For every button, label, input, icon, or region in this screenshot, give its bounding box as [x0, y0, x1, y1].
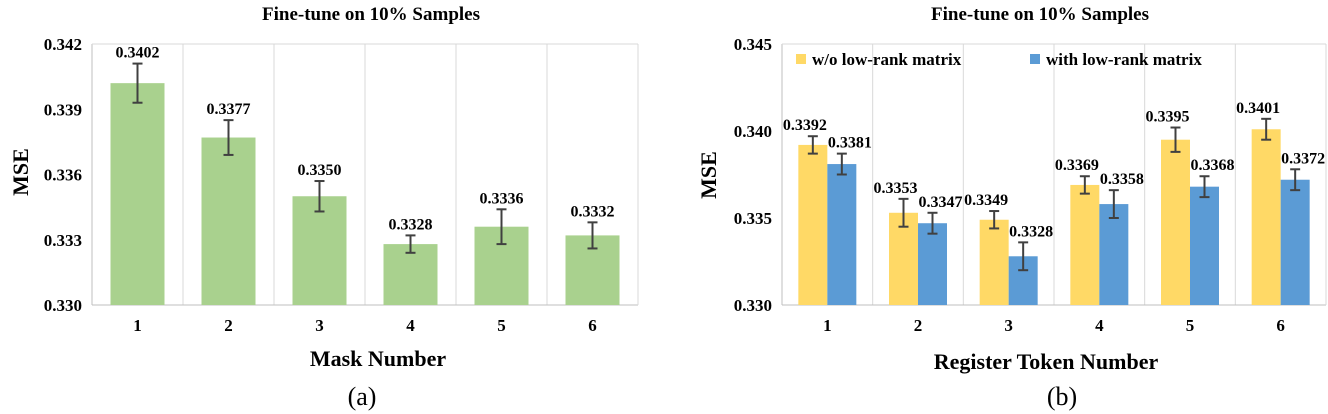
chart-b-bar — [1280, 179, 1310, 305]
chart-a-y-tick-label: 0.330 — [44, 296, 82, 315]
chart-a: Fine-tune on 10% Samples Mask Number MSE… — [8, 4, 639, 411]
chart-b-bar — [1190, 186, 1219, 305]
chart-b-data-label: 0.3381 — [828, 135, 872, 152]
chart-a-bar — [383, 244, 438, 305]
chart-a-bar — [201, 137, 256, 305]
chart-a-bar — [292, 196, 347, 305]
chart-b-x-tick-label: 5 — [1186, 316, 1195, 335]
chart-b-legend-entry: w/o low-rank matrix — [812, 50, 962, 69]
chart-b-y-tick-label: 0.330 — [734, 296, 772, 315]
chart-b-x-tick-label: 4 — [1095, 316, 1104, 335]
chart-b-data-label: 0.3347 — [919, 194, 963, 211]
chart-b-y-tick-label: 0.340 — [734, 122, 772, 141]
chart-a-xlabel: Mask Number — [310, 346, 447, 371]
chart-b: Fine-tune on 10% Samples Register Token … — [696, 4, 1327, 411]
chart-a-ylabel: MSE — [8, 148, 33, 196]
chart-b-bar — [798, 144, 828, 305]
chart-a-x-tick-label: 5 — [497, 316, 506, 335]
chart-b-ylabel: MSE — [696, 151, 721, 199]
chart-b-data-label: 0.3358 — [1100, 171, 1144, 188]
chart-b-data-label: 0.3395 — [1146, 109, 1190, 126]
chart-a-y-tick-label: 0.339 — [44, 100, 82, 119]
chart-a-x-tick-label: 2 — [224, 316, 233, 335]
chart-b-bar — [1070, 184, 1100, 305]
chart-a-y-tick-label: 0.333 — [44, 231, 82, 250]
chart-a-x-tick-label: 6 — [588, 316, 597, 335]
chart-a-title: Fine-tune on 10% Samples — [262, 4, 480, 25]
chart-a-data-label: 0.3377 — [207, 101, 251, 118]
chart-b-bar — [1099, 204, 1129, 305]
chart-b-x-tick-label: 1 — [823, 316, 832, 335]
chart-b-bar — [1251, 129, 1281, 305]
chart-a-data-label: 0.3350 — [298, 162, 342, 179]
chart-b-bar — [827, 164, 857, 305]
chart-a-x-tick-label: 4 — [406, 316, 415, 335]
chart-b-legend-entry: with low-rank matrix — [1046, 50, 1202, 69]
chart-a-bar — [110, 83, 165, 306]
chart-b-data-label: 0.3368 — [1191, 157, 1235, 174]
chart-a-y-tick-label: 0.342 — [44, 35, 82, 54]
chart-b-data-label: 0.3369 — [1055, 157, 1099, 174]
chart-b-data-label: 0.3401 — [1236, 100, 1280, 117]
chart-b-data-label: 0.3349 — [964, 192, 1008, 209]
chart-b-title: Fine-tune on 10% Samples — [931, 4, 1149, 25]
chart-a-data-label: 0.3336 — [480, 190, 524, 207]
chart-b-x-tick-label: 2 — [914, 316, 923, 335]
chart-b-y-tick-label: 0.345 — [734, 35, 772, 54]
chart-a-y-tick-label: 0.336 — [44, 166, 82, 185]
chart-a-data-label: 0.3332 — [571, 203, 615, 220]
chart-b-data-label: 0.3328 — [1009, 223, 1053, 240]
chart-b-xlabel: Register Token Number — [934, 349, 1159, 374]
chart-b-data-label: 0.3353 — [874, 180, 918, 197]
chart-a-caption: (a) — [348, 382, 377, 411]
chart-b-legend-swatch — [796, 54, 806, 64]
chart-b-data-label: 0.3372 — [1281, 150, 1325, 167]
chart-b-bar — [979, 219, 1009, 305]
chart-b-bar — [889, 212, 918, 305]
chart-a-data-label: 0.3402 — [116, 45, 160, 62]
chart-b-bar — [1161, 139, 1190, 305]
chart-a-plot: 0.330 0.333 0.336 0.339 0.342 1 2 3 4 5 6 0.3402 0.3… — [44, 35, 639, 335]
chart-b-caption: (b) — [1047, 382, 1077, 411]
chart-b-legend-swatch — [1030, 54, 1040, 64]
chart-b-x-tick-label: 6 — [1276, 316, 1285, 335]
chart-a-data-label: 0.3328 — [389, 216, 433, 233]
chart-a-x-tick-label: 3 — [315, 316, 324, 335]
chart-b-y-tick-label: 0.335 — [734, 209, 772, 228]
chart-b-bar — [918, 223, 947, 305]
chart-b-x-tick-label: 3 — [1004, 316, 1013, 335]
chart-a-x-tick-label: 1 — [133, 316, 142, 335]
chart-b-data-label: 0.3392 — [783, 117, 827, 134]
